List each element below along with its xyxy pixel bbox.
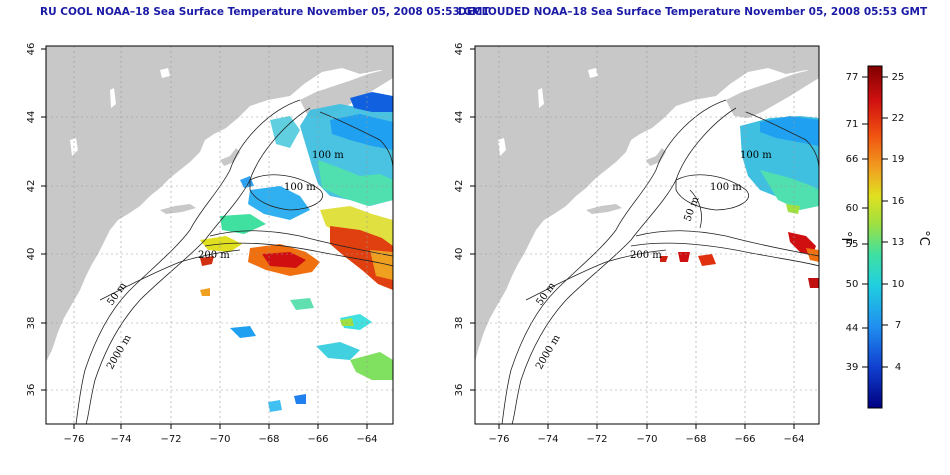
grid-lines [475,46,819,424]
bathymetry-contours [501,99,819,424]
x-tick-label: −74 [110,434,131,445]
contour-label-200m: 200 m [198,250,230,261]
y-tick-label: 42 [454,180,465,193]
nova-scotia [726,66,819,118]
colorbar-f-tick: 50 [846,279,859,290]
lake [588,68,598,78]
x-tick-label: −64 [783,434,804,445]
y-tick-label: 36 [26,384,37,397]
land-mass [46,46,393,362]
contour-label-100m: 100 m [740,150,772,161]
colorbar-f-tick: 66 [846,154,859,165]
lake [110,88,116,108]
sst-data [200,92,393,412]
cape-cod [220,148,240,166]
x-tick-label: −66 [307,434,328,445]
colorbar-c-tick: 13 [892,237,905,248]
x-tick-label: −70 [636,434,657,445]
y-tick-label: 40 [26,248,37,261]
y-tick-label: 42 [26,180,37,193]
colorbar-gradient [867,65,883,409]
colorbar-c-tick: 16 [892,196,905,207]
x-tick-label: −72 [160,434,181,445]
colorbar-f-tick: 60 [846,203,859,214]
lake [498,138,506,156]
colorbar-c-tick: 25 [892,72,905,83]
right-panel-title: DECLOUDED NOAA–18 Sea Surface Temperatur… [458,6,928,18]
x-tick-label: −72 [586,434,607,445]
colorbar-f-tick: 44 [846,323,859,334]
colorbar-c-tick: 10 [892,279,905,290]
y-tick-label: 40 [454,248,465,261]
y-axis: 36 38 40 42 44 46 [454,43,475,397]
x-tick-label: −76 [63,434,84,445]
y-tick-label: 36 [454,384,465,397]
x-tick-label: −70 [209,434,230,445]
cape-cod [646,148,666,166]
land-mass [475,46,819,362]
contour-label-100m: 100 m [710,182,742,193]
y-tick-label: 44 [26,111,37,124]
lake [538,88,544,108]
colorbar-c-tick: 22 [892,113,905,124]
left-panel-title: RU COOL NOAA–18 Sea Surface Temperature … [40,6,490,18]
x-tick-label: −68 [258,434,279,445]
grid-lines [46,46,393,424]
colorbar-f-tick: 77 [846,72,859,83]
y-tick-label: 38 [454,317,465,330]
colorbar-c-tick: 4 [895,362,901,373]
x-tick-label: −64 [356,434,377,445]
x-axis: −76 −74 −72 −70 −68 −66 −64 [63,424,378,445]
x-tick-label: −74 [537,434,558,445]
y-tick-label: 46 [26,43,37,56]
colorbar-c-label: °C [916,230,931,246]
x-axis: −76 −74 −72 −70 −68 −66 −64 [488,424,805,445]
x-tick-label: −66 [734,434,755,445]
contour-label-100m: 100 m [284,182,316,193]
colorbar: 77 71 66 60 55 50 44 39 25 22 19 16 13 1… [838,65,931,409]
x-tick-label: −68 [685,434,706,445]
right-map-panel: 100 m 100 m 50 m 200 m 50 m 2000 m −76 −… [454,43,820,445]
colorbar-c-tick: 7 [895,320,901,331]
left-map-panel: 100 m 100 m 200 m 50 m 2000 m −76 −74 −7… [26,43,394,445]
long-island [586,204,622,214]
nova-scotia [300,66,393,118]
colorbar-f-tick: 39 [846,362,859,373]
lake [160,68,170,78]
x-tick-label: −76 [488,434,509,445]
y-tick-label: 44 [454,111,465,124]
contour-label-100m: 100 m [312,150,344,161]
colorbar-f-tick: 71 [846,119,859,130]
y-axis: 36 38 40 42 44 46 [26,43,46,397]
colorbar-f-tick: 55 [846,239,859,250]
long-island [160,204,196,214]
colorbar-c-tick: 19 [892,154,905,165]
y-tick-label: 46 [454,43,465,56]
colorbar-f-label: °F [838,231,853,245]
sst-data [660,116,819,288]
y-tick-label: 38 [26,317,37,330]
contour-label-200m: 200 m [630,250,662,261]
